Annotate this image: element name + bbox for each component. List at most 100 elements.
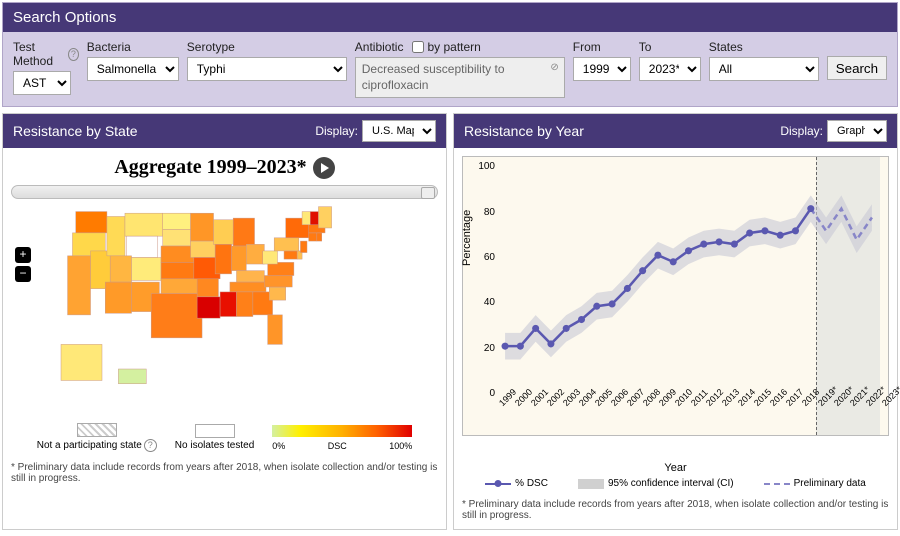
from-select[interactable]: 1999	[573, 57, 631, 81]
legend-no-isolates: No isolates tested	[175, 440, 255, 451]
line-chart: Percentage 100806040200 1999200020012002…	[462, 156, 889, 436]
chart-footnote: * Preliminary data include records from …	[462, 499, 889, 521]
to-label: To	[639, 40, 701, 54]
state-oh[interactable]	[246, 245, 264, 265]
state-ak[interactable]	[61, 345, 102, 381]
state-il[interactable]	[215, 245, 231, 275]
bacteria-select[interactable]: Salmonella	[87, 57, 179, 81]
serotype-select[interactable]: Typhi	[187, 57, 347, 81]
search-body: Test Method ? AST Bacteria Salmonella Se…	[3, 32, 897, 106]
state-tx[interactable]	[151, 294, 202, 338]
map-legend: Not a participating state ? No isolates …	[11, 423, 438, 452]
year-slider[interactable]	[11, 185, 438, 199]
serotype-label: Serotype	[187, 40, 347, 54]
map-display-label: Display:	[315, 124, 358, 138]
state-fl[interactable]	[267, 315, 282, 345]
legend-dash-icon	[764, 483, 790, 485]
state-wv[interactable]	[262, 251, 277, 264]
state-hi[interactable]	[118, 369, 146, 384]
legend-pct-dsc: % DSC	[515, 478, 548, 489]
play-icon[interactable]	[313, 157, 335, 179]
x-axis-label: Year	[462, 462, 889, 474]
legend-hundred: 100%	[389, 441, 412, 451]
map-title-text: Aggregate 1999–2023*	[114, 156, 306, 179]
state-ca[interactable]	[67, 256, 90, 315]
legend-zero: 0%	[272, 441, 285, 451]
state-ia[interactable]	[190, 241, 215, 257]
states-label: States	[709, 40, 819, 54]
map-panel-title: Resistance by State	[13, 123, 138, 139]
legend-not-participating: Not a participating state	[37, 440, 142, 451]
state-va[interactable]	[267, 263, 293, 276]
search-header: Search Options	[3, 3, 897, 32]
antibiotic-label: Antibiotic by pattern	[355, 40, 565, 54]
to-select[interactable]: 2023*	[639, 57, 701, 81]
help-icon[interactable]: ?	[144, 439, 157, 452]
by-pattern-checkbox[interactable]	[412, 41, 424, 53]
antibiotic-value[interactable]: Decreased susceptibility to ciprofloxaci…	[355, 57, 565, 98]
state-wy[interactable]	[126, 236, 157, 257]
state-vt[interactable]	[302, 212, 310, 225]
states-select[interactable]: All	[709, 57, 819, 81]
chart-panel: Resistance by Year Display: Graph Percen…	[453, 113, 898, 530]
state-nc[interactable]	[264, 276, 292, 287]
state-ok[interactable]	[161, 279, 199, 294]
legend-ci: 95% confidence interval (CI)	[608, 478, 734, 489]
state-co[interactable]	[131, 258, 161, 281]
chart-panel-title: Resistance by Year	[464, 123, 584, 139]
state-ut[interactable]	[110, 256, 131, 282]
state-wi[interactable]	[213, 220, 233, 245]
legend-line-icon	[485, 483, 511, 485]
line-chart-svg	[497, 165, 880, 399]
bacteria-label: Bacteria	[87, 40, 179, 54]
state-sd[interactable]	[162, 230, 190, 246]
zoom-in-button[interactable]: +	[15, 247, 31, 263]
state-nj[interactable]	[300, 241, 307, 252]
state-ct[interactable]	[308, 233, 316, 241]
state-ks[interactable]	[161, 263, 195, 279]
map-panel: Resistance by State Display: U.S. Map Ag…	[2, 113, 447, 530]
state-ne[interactable]	[161, 246, 194, 262]
zoom-out-button[interactable]: −	[15, 266, 31, 282]
state-me[interactable]	[318, 207, 331, 228]
test-method-label: Test Method ?	[13, 40, 79, 68]
state-ar[interactable]	[197, 279, 218, 297]
state-ky[interactable]	[236, 271, 264, 282]
search-options-panel: Search Options Test Method ? AST Bacteri…	[2, 2, 898, 107]
state-nd[interactable]	[162, 213, 190, 229]
state-wa[interactable]	[75, 212, 106, 233]
legend-gradient	[272, 425, 412, 437]
state-al[interactable]	[236, 292, 252, 317]
state-tn[interactable]	[229, 282, 265, 292]
state-mn[interactable]	[190, 213, 213, 241]
state-mt[interactable]	[124, 213, 162, 236]
state-ms[interactable]	[220, 292, 236, 317]
map-title-row: Aggregate 1999–2023*	[11, 156, 438, 179]
chart-legend: % DSC 95% confidence interval (CI) Preli…	[462, 478, 889, 489]
state-md[interactable]	[284, 251, 297, 259]
state-mi[interactable]	[233, 218, 254, 246]
state-id[interactable]	[106, 217, 124, 256]
help-icon[interactable]: ?	[68, 48, 79, 61]
state-la[interactable]	[197, 297, 220, 318]
from-label: From	[573, 40, 631, 54]
state-nh[interactable]	[310, 212, 318, 225]
state-az[interactable]	[105, 282, 131, 313]
legend-white-swatch	[195, 424, 235, 438]
legend-hatch-swatch	[77, 423, 117, 437]
state-ri[interactable]	[316, 233, 321, 241]
legend-band-icon	[578, 479, 604, 489]
map-display-select[interactable]: U.S. Map	[362, 120, 436, 142]
state-sc[interactable]	[269, 287, 285, 300]
test-method-select[interactable]: AST	[13, 71, 71, 95]
us-map[interactable]	[25, 205, 425, 410]
legend-mid: DSC	[328, 441, 347, 451]
state-pa[interactable]	[274, 238, 299, 251]
search-button[interactable]: Search	[827, 56, 887, 80]
map-footnote: * Preliminary data include records from …	[11, 462, 438, 484]
by-pattern-label: by pattern	[427, 40, 480, 54]
state-in[interactable]	[231, 246, 246, 271]
chart-display-label: Display:	[780, 124, 823, 138]
legend-prelim: Preliminary data	[794, 478, 866, 489]
chart-display-select[interactable]: Graph	[827, 120, 887, 142]
